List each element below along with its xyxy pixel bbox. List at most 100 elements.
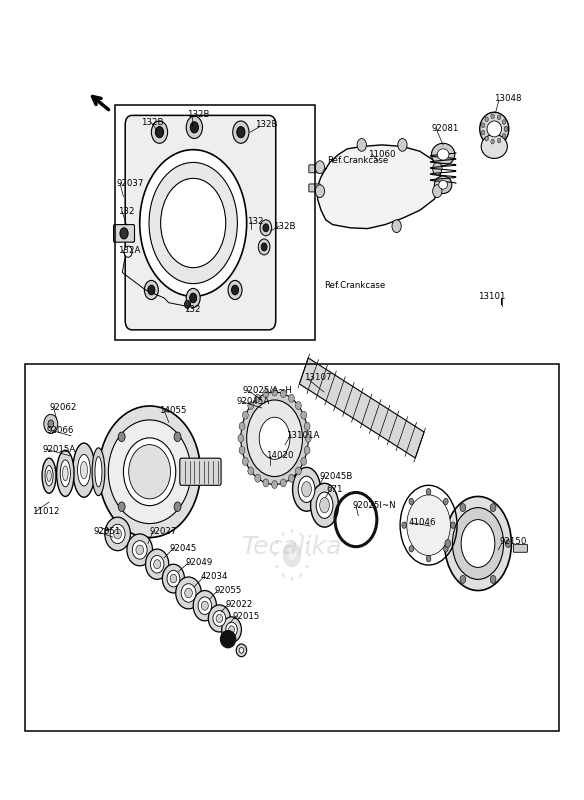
Ellipse shape — [109, 420, 191, 523]
Circle shape — [186, 288, 200, 307]
Ellipse shape — [42, 458, 56, 494]
Ellipse shape — [216, 614, 223, 622]
Ellipse shape — [123, 438, 176, 506]
Circle shape — [190, 293, 197, 302]
Text: 92027: 92027 — [150, 527, 177, 536]
Text: 132B: 132B — [255, 121, 277, 130]
Ellipse shape — [439, 180, 447, 189]
Circle shape — [186, 116, 203, 138]
Circle shape — [443, 498, 448, 505]
Circle shape — [305, 434, 311, 442]
Circle shape — [260, 220, 272, 236]
Ellipse shape — [154, 560, 161, 569]
Ellipse shape — [114, 529, 121, 539]
Circle shape — [315, 161, 325, 174]
Ellipse shape — [239, 647, 244, 653]
Circle shape — [504, 126, 507, 131]
Ellipse shape — [434, 176, 452, 194]
Polygon shape — [318, 145, 440, 229]
Circle shape — [238, 434, 244, 442]
Bar — [25, 364, 559, 731]
Ellipse shape — [213, 610, 226, 626]
Ellipse shape — [198, 597, 211, 614]
Circle shape — [248, 467, 253, 475]
Wedge shape — [276, 565, 279, 569]
Circle shape — [485, 117, 488, 122]
Ellipse shape — [461, 519, 495, 567]
Text: 132B: 132B — [187, 110, 210, 119]
Text: 92015A: 92015A — [42, 445, 75, 454]
Circle shape — [151, 121, 168, 143]
Wedge shape — [281, 532, 284, 537]
Ellipse shape — [437, 149, 449, 160]
Circle shape — [242, 458, 248, 466]
Text: 13048: 13048 — [494, 94, 522, 103]
Text: 92049: 92049 — [185, 558, 213, 567]
Circle shape — [490, 504, 496, 511]
Ellipse shape — [81, 462, 88, 479]
Circle shape — [242, 411, 248, 419]
Circle shape — [392, 220, 401, 233]
Ellipse shape — [221, 631, 235, 647]
Text: 13101A: 13101A — [286, 430, 319, 439]
Ellipse shape — [99, 406, 200, 538]
Ellipse shape — [176, 577, 201, 609]
Text: 11012: 11012 — [32, 507, 59, 516]
Circle shape — [481, 123, 485, 128]
Text: Ref.Crankcase: Ref.Crankcase — [325, 281, 386, 290]
Ellipse shape — [62, 466, 68, 481]
Circle shape — [460, 504, 466, 511]
Circle shape — [48, 420, 54, 428]
Circle shape — [301, 458, 307, 466]
Ellipse shape — [479, 112, 509, 146]
Wedge shape — [305, 565, 308, 569]
Circle shape — [283, 542, 301, 567]
Circle shape — [228, 281, 242, 299]
Circle shape — [258, 239, 270, 255]
Text: 132B: 132B — [141, 118, 164, 127]
Wedge shape — [300, 532, 303, 537]
Text: 92055: 92055 — [214, 586, 242, 595]
Ellipse shape — [228, 626, 235, 634]
Circle shape — [237, 126, 245, 138]
FancyBboxPatch shape — [513, 544, 527, 552]
Text: 13107: 13107 — [304, 373, 331, 382]
Circle shape — [502, 120, 506, 125]
Circle shape — [498, 138, 501, 143]
Ellipse shape — [193, 590, 217, 621]
Ellipse shape — [78, 454, 91, 486]
Text: 92045B: 92045B — [320, 472, 353, 481]
Text: 92015: 92015 — [232, 612, 260, 622]
Ellipse shape — [162, 564, 185, 593]
Circle shape — [485, 136, 488, 141]
Circle shape — [190, 122, 199, 133]
Circle shape — [504, 126, 507, 131]
Text: 92025I~N: 92025I~N — [353, 501, 396, 510]
Text: 14055: 14055 — [159, 406, 187, 415]
FancyBboxPatch shape — [125, 115, 276, 330]
Text: 13101: 13101 — [478, 292, 506, 301]
Text: 92062: 92062 — [49, 403, 77, 413]
Circle shape — [118, 502, 125, 511]
Ellipse shape — [444, 497, 512, 590]
Circle shape — [460, 575, 466, 583]
Text: 671: 671 — [327, 485, 343, 494]
Circle shape — [443, 546, 448, 552]
Ellipse shape — [145, 549, 169, 579]
Circle shape — [280, 390, 286, 398]
Circle shape — [301, 411, 307, 419]
Circle shape — [272, 388, 277, 396]
Circle shape — [174, 502, 181, 511]
Text: 92045: 92045 — [170, 544, 197, 553]
Text: 11060: 11060 — [367, 150, 395, 159]
Wedge shape — [281, 573, 284, 578]
Circle shape — [263, 479, 269, 487]
Circle shape — [402, 522, 406, 528]
Circle shape — [433, 185, 442, 198]
Ellipse shape — [208, 605, 231, 632]
Circle shape — [296, 467, 301, 475]
Wedge shape — [290, 529, 294, 534]
Ellipse shape — [487, 121, 502, 137]
Ellipse shape — [133, 541, 147, 559]
Text: 92025/A~H: 92025/A~H — [242, 386, 293, 395]
